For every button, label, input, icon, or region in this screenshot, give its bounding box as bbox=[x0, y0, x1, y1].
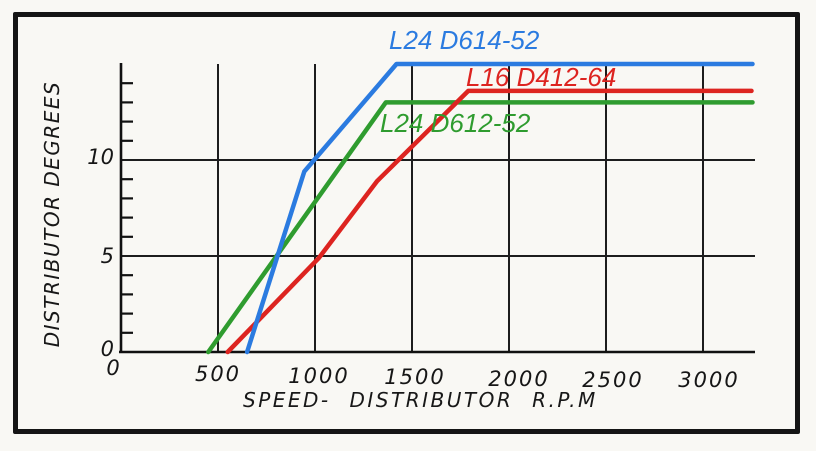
x-tick-label-500: 500 bbox=[194, 362, 242, 386]
y-minor-ticks bbox=[121, 82, 133, 334]
axes bbox=[119, 63, 755, 354]
x-tick-label-2500: 2500 bbox=[582, 368, 644, 392]
x-tick-label-2000: 2000 bbox=[488, 367, 550, 391]
x-axis-title: SPEED- DISTRIBUTOR R.P.M bbox=[243, 388, 598, 412]
x-tick-label-1500: 1500 bbox=[384, 365, 446, 389]
curve-L16-D412-64 bbox=[225, 88, 754, 355]
figure-frame bbox=[13, 12, 800, 434]
x-tick-label-1000: 1000 bbox=[288, 364, 350, 388]
curve-L24-D612-52 bbox=[206, 100, 755, 355]
x-tick-label-0: 0 bbox=[106, 356, 122, 380]
y-axis-title: DISTRIBUTOR DEGREES bbox=[40, 80, 64, 348]
curve-label-L24-D612-52: L24 D612-52 bbox=[380, 108, 531, 138]
curves bbox=[206, 61, 755, 355]
curve-label-L16-D412-64: L16 D412-64 bbox=[466, 62, 617, 92]
curve-label-L24-D614-52: L24 D614-52 bbox=[389, 25, 540, 55]
x-tick-label-3000: 3000 bbox=[678, 368, 740, 392]
gridlines bbox=[121, 64, 755, 352]
curve-L24-D614-52 bbox=[244, 61, 755, 355]
y-tick-label-10: 10 bbox=[87, 145, 114, 169]
y-tick-label-0: 0 bbox=[100, 337, 114, 361]
y-tick-label-5: 5 bbox=[100, 244, 114, 268]
